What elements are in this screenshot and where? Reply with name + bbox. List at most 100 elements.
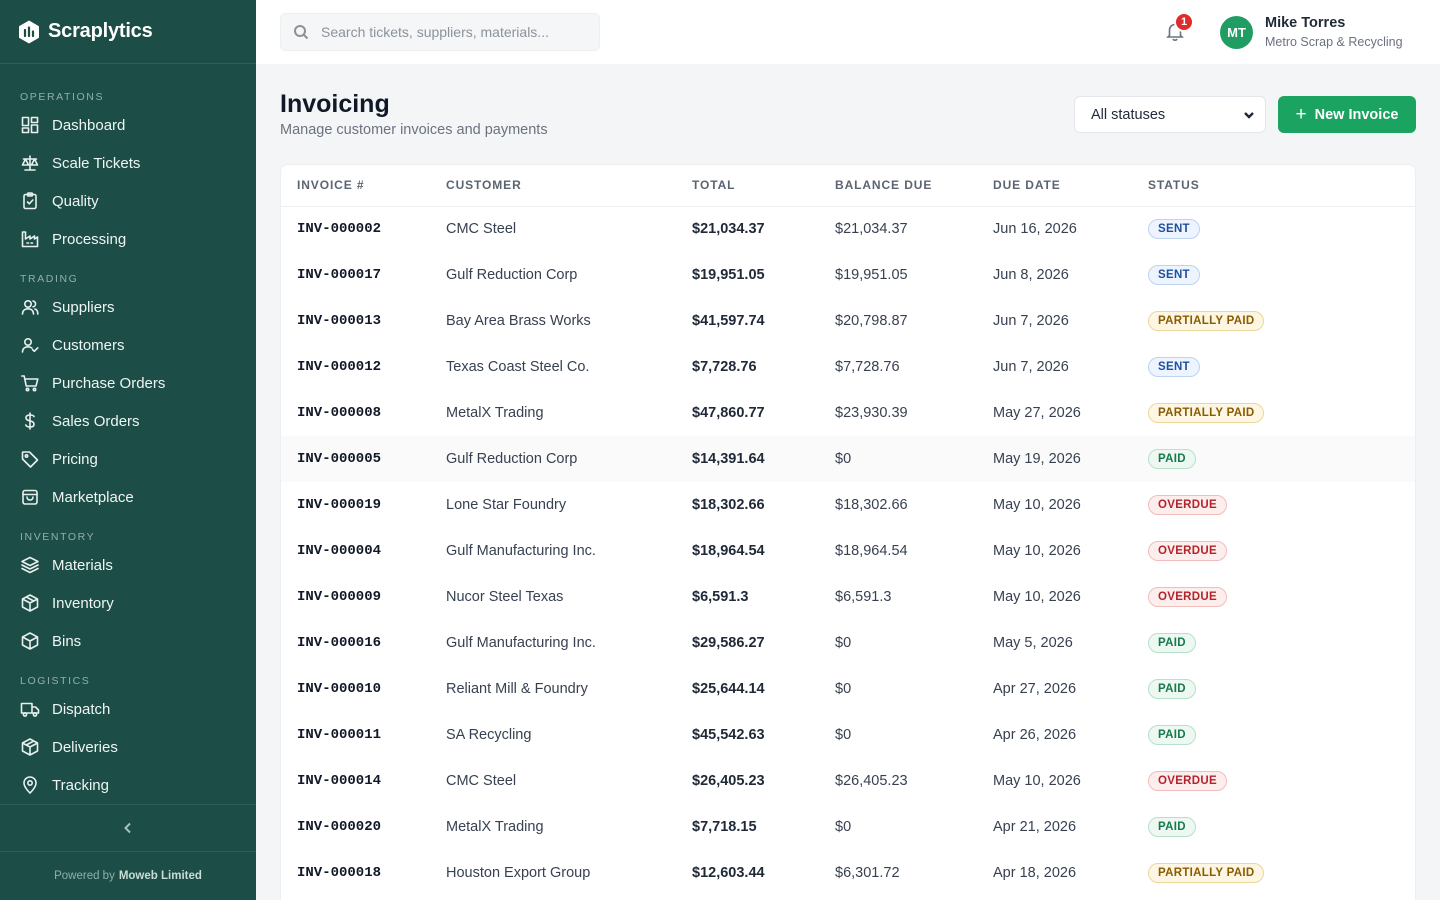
customer-name: MetalX Trading [446, 819, 544, 835]
table-row[interactable]: INV-000017 Gulf Reduction Corp $19,951.05 $… [281, 252, 1415, 298]
invoice-number[interactable]: INV-000014 [297, 773, 382, 789]
powered-by-prefix: Powered by [54, 870, 115, 882]
invoice-number[interactable]: INV-000016 [297, 635, 382, 651]
invoice-number[interactable]: INV-000018 [297, 865, 382, 881]
topbar: 1 MT Mike Torres Metro Scrap & Recycling [256, 0, 1440, 64]
sidebar-nav: OPERATIONS Dashboard Scale Tickets Quali… [0, 64, 256, 804]
scale-icon [21, 155, 39, 171]
table-row[interactable]: INV-000020 MetalX Trading $7,718.15 $0 Apr 2… [281, 804, 1415, 850]
invoice-number[interactable]: INV-000002 [297, 221, 382, 238]
sidebar-item-quality[interactable]: Quality [0, 182, 256, 220]
column-header-invoice[interactable]: INVOICE # [281, 165, 430, 207]
brand-name: Scraplytics [48, 20, 153, 42]
invoice-number[interactable]: INV-000010 [297, 681, 382, 697]
status-cell: OVERDUE [1132, 574, 1415, 620]
sidebar-item-materials[interactable]: Materials [0, 546, 256, 584]
sidebar-item-bins[interactable]: Bins [0, 622, 256, 660]
sidebar-item-tracking[interactable]: Tracking [0, 766, 256, 804]
table-row[interactable]: INV-000019 Lone Star Foundry $18,302.66 $18… [281, 482, 1415, 528]
new-invoice-button[interactable]: + New Invoice [1278, 96, 1416, 133]
sidebar-item-deliveries[interactable]: Deliveries [0, 728, 256, 766]
table-row[interactable]: INV-000002 CMC Steel $21,034.37 $21,034.37 J… [281, 206, 1415, 252]
table-row[interactable]: INV-000012 Texas Coast Steel Co. $7,728.76… [281, 344, 1415, 390]
balance-due: $19,951.05 [835, 267, 908, 283]
avatar[interactable]: MT [1220, 16, 1253, 49]
sidebar-item-label: Tracking [52, 776, 109, 794]
user-name[interactable]: Mike Torres [1265, 15, 1346, 31]
sidebar-item-marketplace[interactable]: Marketplace [0, 478, 256, 516]
table-row[interactable]: INV-000005 Gulf Reduction Corp $14,391.64 $… [281, 436, 1415, 482]
sidebar-item-label: Dispatch [52, 700, 111, 718]
column-header-due-date[interactable]: DUE DATE [977, 165, 1132, 207]
sidebar-item-customers[interactable]: Customers [0, 326, 256, 364]
table-row[interactable]: INV-000014 CMC Steel $26,405.23 $26,405.23 M… [281, 758, 1415, 804]
sidebar-item-dashboard[interactable]: Dashboard [0, 106, 256, 144]
table-row[interactable]: INV-000011 SA Recycling $45,542.63 $0 Apr 26… [281, 712, 1415, 758]
table-row[interactable]: INV-000016 Gulf Manufacturing Inc. $29,586… [281, 620, 1415, 666]
sidebar-collapse-button[interactable] [0, 804, 256, 852]
status-badge: PAID [1148, 725, 1196, 745]
customer-name: SA Recycling [446, 727, 532, 743]
balance-due: $26,405.23 [835, 773, 908, 789]
sidebar-item-inventory[interactable]: Inventory [0, 584, 256, 622]
status-cell: OVERDUE [1132, 482, 1415, 528]
table-header-row: INVOICE # CUSTOMER TOTAL BALANCE DUE DUE… [281, 165, 1415, 207]
sidebar-item-processing[interactable]: Processing [0, 220, 256, 258]
invoice-total: $7,718.15 [692, 819, 757, 835]
sidebar: Scraplytics OPERATIONS Dashboard Scale T… [0, 0, 256, 900]
invoice-total: $18,964.54 [692, 543, 765, 559]
invoice-number[interactable]: INV-000008 [297, 405, 382, 421]
invoice-number[interactable]: INV-000020 [297, 819, 382, 835]
column-header-status[interactable]: STATUS [1132, 165, 1415, 207]
invoice-number[interactable]: INV-000017 [297, 267, 382, 283]
search-box[interactable] [280, 13, 600, 51]
column-header-customer[interactable]: CUSTOMER [430, 165, 676, 207]
user-check-icon [21, 337, 39, 353]
table-row[interactable]: INV-000008 MetalX Trading $47,860.77 $23,93… [281, 390, 1415, 436]
table-row[interactable]: INV-000010 Reliant Mill & Foundry $25,644.… [281, 666, 1415, 712]
due-date: Apr 27, 2026 [993, 681, 1077, 697]
status-cell: SENT [1132, 252, 1415, 298]
column-header-balance-due[interactable]: BALANCE DUE [819, 165, 977, 207]
status-cell: PAID [1132, 804, 1415, 850]
invoice-number[interactable]: INV-000019 [297, 497, 382, 513]
table-row[interactable]: INV-000004 Gulf Manufacturing Inc. $18,964… [281, 528, 1415, 574]
sidebar-item-sales-orders[interactable]: Sales Orders [0, 402, 256, 440]
invoice-total: $25,644.14 [692, 681, 765, 697]
sidebar-item-suppliers[interactable]: Suppliers [0, 288, 256, 326]
invoice-number[interactable]: INV-000009 [297, 589, 382, 605]
invoice-number[interactable]: INV-000005 [281, 436, 430, 482]
status-badge: SENT [1148, 357, 1200, 377]
table-row[interactable]: INV-000013 Bay Area Brass Works $41,597.74… [281, 298, 1415, 344]
customer-name: CMC Steel [446, 221, 517, 238]
sidebar-item-label: Purchase Orders [52, 374, 166, 392]
table-row[interactable]: INV-000009 Nucor Steel Texas $6,591.3 $6,59… [281, 574, 1415, 620]
powered-by-company[interactable]: Moweb Limited [118, 870, 202, 882]
brand[interactable]: Scraplytics [0, 0, 256, 64]
sidebar-item-purchase-orders[interactable]: Purchase Orders [0, 364, 256, 402]
truck-icon [20, 702, 40, 717]
sidebar-item-scale-tickets[interactable]: Scale Tickets [0, 144, 256, 182]
due-date: May 10, 2026 [993, 543, 1081, 559]
search-input[interactable] [321, 24, 581, 40]
user-org: Metro Scrap & Recycling [1265, 35, 1403, 49]
column-header-total[interactable]: TOTAL [676, 165, 819, 207]
invoice-number[interactable]: INV-000012 [297, 359, 382, 375]
balance-due: $7,728.76 [835, 359, 900, 375]
invoice-total: $45,542.63 [692, 727, 765, 743]
invoice-number[interactable]: INV-000013 [297, 313, 382, 329]
balance-due: $0 [835, 635, 852, 651]
balance-due: $18,964.54 [835, 543, 908, 559]
table-row[interactable]: INV-000018 Houston Export Group $12,603.44… [281, 850, 1415, 896]
sidebar-item-dispatch[interactable]: Dispatch [0, 690, 256, 728]
invoice-number[interactable]: INV-000011 [297, 727, 382, 743]
due-date: Jun 7, 2026 [993, 313, 1069, 329]
sidebar-item-pricing[interactable]: Pricing [0, 440, 256, 478]
tag-icon [21, 451, 39, 468]
status-cell: SENT [1132, 344, 1415, 390]
chevron-left-icon [124, 822, 131, 834]
sidebar-item-label: Processing [52, 230, 127, 248]
invoice-number[interactable]: INV-000004 [297, 543, 382, 559]
sidebar-item-label: Customers [52, 336, 125, 354]
status-filter-select[interactable]: All statuses [1074, 96, 1266, 133]
